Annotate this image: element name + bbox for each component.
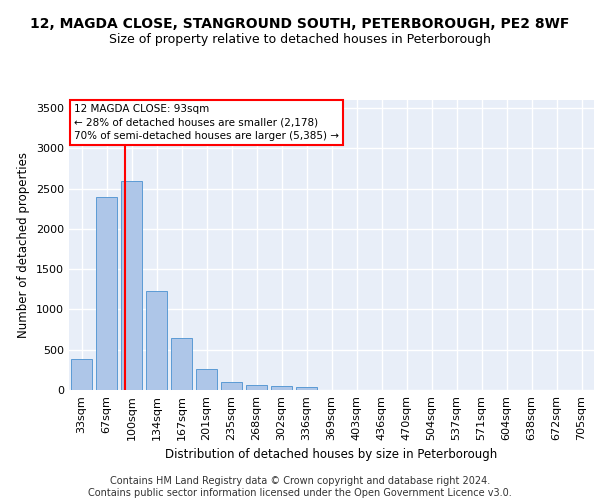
Bar xyxy=(96,196,117,390)
Bar xyxy=(71,358,92,390)
Text: 12 MAGDA CLOSE: 93sqm
← 28% of detached houses are smaller (2,178)
70% of semi-d: 12 MAGDA CLOSE: 93sqm ← 28% of detached … xyxy=(74,104,339,141)
Text: Size of property relative to detached houses in Peterborough: Size of property relative to detached ho… xyxy=(109,32,491,46)
Y-axis label: Number of detached properties: Number of detached properties xyxy=(17,152,31,338)
Text: Contains HM Land Registry data © Crown copyright and database right 2024.
Contai: Contains HM Land Registry data © Crown c… xyxy=(88,476,512,498)
Bar xyxy=(296,387,317,390)
Bar xyxy=(221,382,242,390)
Text: 12, MAGDA CLOSE, STANGROUND SOUTH, PETERBOROUGH, PE2 8WF: 12, MAGDA CLOSE, STANGROUND SOUTH, PETER… xyxy=(31,18,569,32)
Bar xyxy=(196,369,217,390)
Bar xyxy=(121,180,142,390)
Bar xyxy=(171,338,192,390)
Bar xyxy=(246,385,267,390)
Bar xyxy=(271,386,292,390)
Bar xyxy=(146,291,167,390)
X-axis label: Distribution of detached houses by size in Peterborough: Distribution of detached houses by size … xyxy=(166,448,497,461)
